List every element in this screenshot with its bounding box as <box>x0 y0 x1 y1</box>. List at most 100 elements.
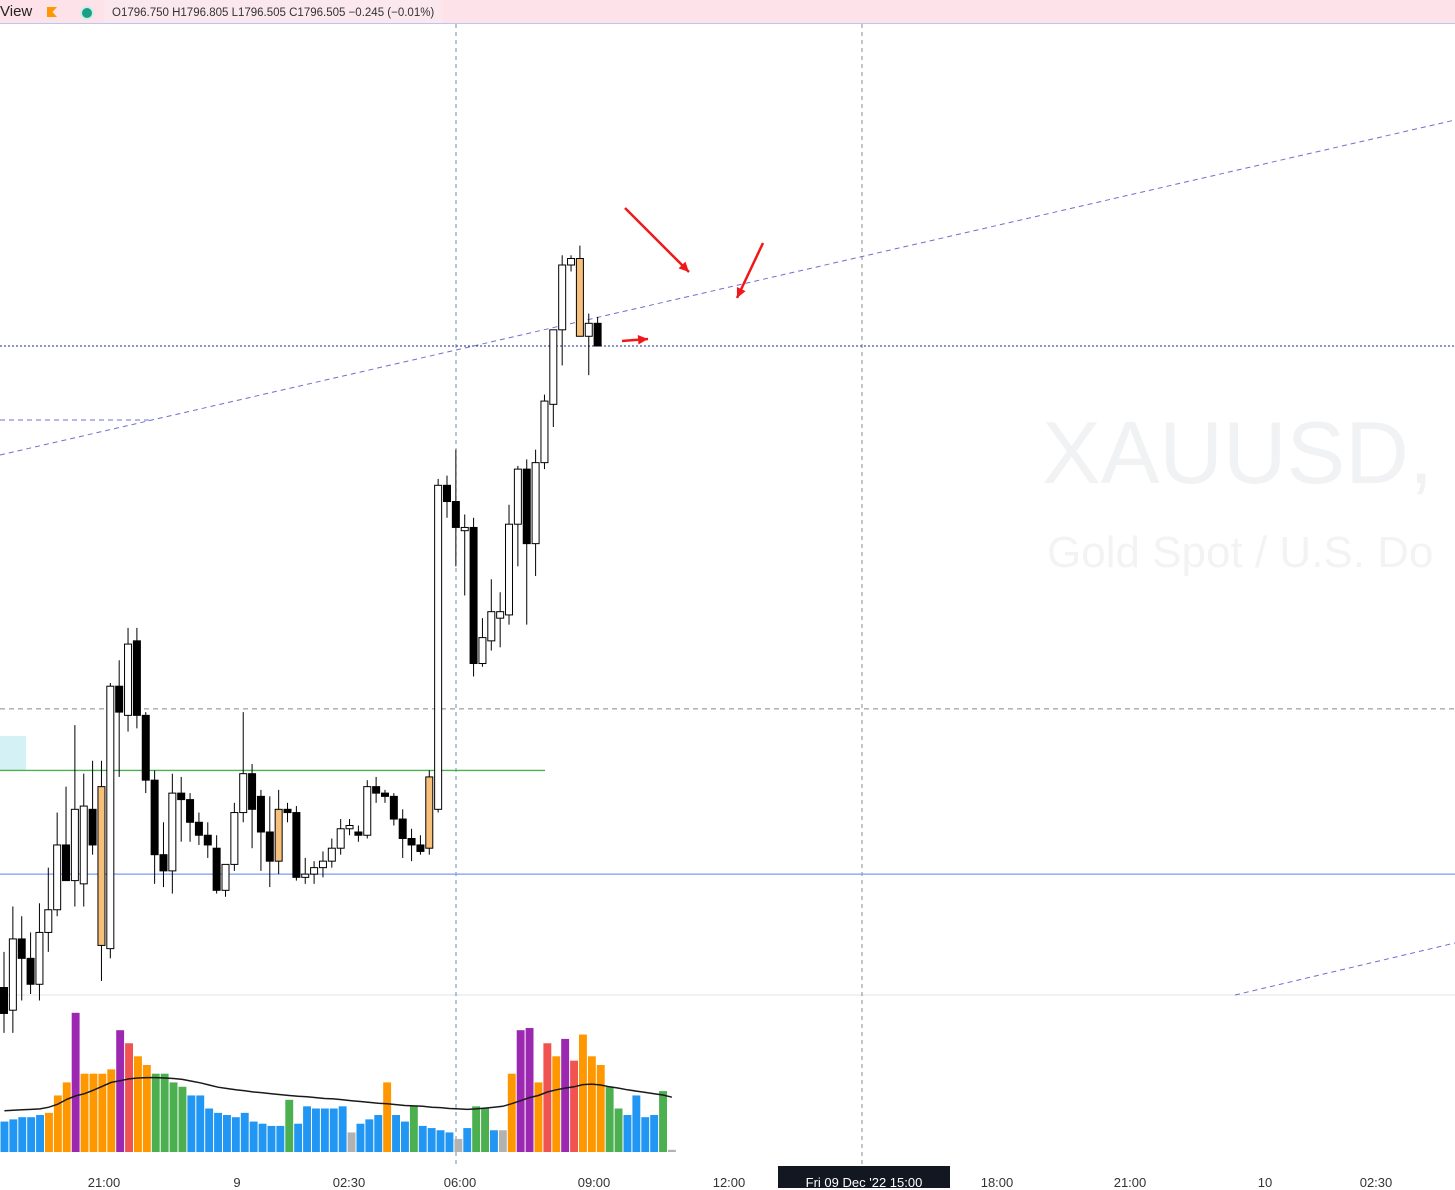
volume-bar <box>534 1082 543 1152</box>
candle <box>549 329 558 405</box>
volume-bar <box>587 1056 596 1152</box>
volume-bar <box>249 1121 258 1152</box>
candle <box>0 987 8 1014</box>
volume-bar <box>490 1130 498 1152</box>
price-chart[interactable] <box>0 24 1455 1165</box>
candle <box>540 400 549 464</box>
volume-bar <box>276 1125 285 1152</box>
volume-bar <box>338 1106 347 1152</box>
annotation-arrowhead <box>637 334 648 345</box>
candle <box>416 844 425 852</box>
candle <box>363 786 372 836</box>
candle <box>584 322 593 337</box>
candle <box>230 812 239 865</box>
watermark-symbol: XAUUSD, <box>1042 403 1434 502</box>
volume-bar <box>579 1034 587 1152</box>
candle <box>522 468 531 545</box>
volume-ma-line <box>4 1076 673 1112</box>
volume-bar <box>169 1082 178 1152</box>
candle <box>478 637 487 665</box>
candle <box>558 264 567 331</box>
time-tick-label: 9 <box>233 1175 241 1190</box>
volume-bar <box>454 1138 463 1152</box>
top-toolbar: View O1796.750 H1796.805 L1796.505 C1796… <box>0 0 1455 24</box>
volume-bar <box>98 1073 107 1152</box>
candle <box>239 773 248 814</box>
candle <box>212 847 221 891</box>
candle <box>336 828 345 849</box>
candle <box>97 786 106 946</box>
candle <box>141 714 150 781</box>
volume-bar <box>356 1123 365 1152</box>
volume-bar <box>187 1095 196 1152</box>
candle <box>62 844 71 882</box>
candle <box>53 844 62 911</box>
volume-bar <box>401 1121 409 1152</box>
volume-bar <box>142 1065 151 1152</box>
volume-bar <box>427 1128 436 1152</box>
annotation-arrowhead <box>678 261 689 272</box>
volume-bar <box>561 1038 570 1152</box>
candle <box>221 863 230 891</box>
time-axis[interactable]: 21:00 9 02:30 06:00 09:00 12:00 18:00 21:00 10 02… <box>0 1165 1455 1190</box>
candle <box>567 258 576 266</box>
candle <box>124 643 133 716</box>
volume-bar <box>45 1112 53 1152</box>
volume-bar <box>472 1106 481 1152</box>
volume-bar <box>312 1108 320 1152</box>
candle <box>425 776 434 849</box>
candle <box>345 825 354 830</box>
volume-bar <box>80 1073 89 1152</box>
annotation-arrow <box>735 242 765 299</box>
volume-bar <box>178 1086 187 1152</box>
candle <box>513 468 522 525</box>
volume-bar <box>258 1123 267 1152</box>
candle <box>186 799 195 823</box>
candle <box>274 808 283 862</box>
time-tick-label: 02:30 <box>332 1175 366 1190</box>
volume-bar <box>436 1130 445 1152</box>
volume-bar <box>160 1073 169 1152</box>
candle <box>292 812 301 878</box>
volume-bar <box>614 1108 623 1152</box>
volume-bar <box>498 1130 507 1152</box>
candle <box>531 462 540 545</box>
candle <box>203 834 212 846</box>
candle <box>451 501 460 528</box>
candle <box>168 792 177 872</box>
volume-bar <box>320 1108 329 1152</box>
candle <box>194 821 203 836</box>
volume-bar <box>53 1095 62 1152</box>
candle <box>79 805 88 885</box>
volume-bar <box>240 1112 249 1152</box>
volume-bar <box>516 1030 525 1152</box>
volume-bar <box>294 1123 303 1152</box>
candle <box>487 611 496 642</box>
volume-bar <box>329 1108 338 1152</box>
time-tick-label: 18:00 <box>980 1175 1014 1190</box>
candle <box>17 938 26 959</box>
volume-bar <box>365 1119 374 1152</box>
volume-bar <box>223 1115 231 1152</box>
volume-bar <box>9 1119 18 1152</box>
volume-bar <box>605 1086 614 1152</box>
volume-bar <box>116 1030 125 1152</box>
time-tick-label: 21:00 <box>1113 1175 1147 1190</box>
flag-icon[interactable] <box>46 6 58 18</box>
volume-bar <box>507 1073 516 1152</box>
view-label[interactable]: View <box>0 3 33 20</box>
candle <box>70 808 79 882</box>
candle <box>310 867 319 875</box>
volume-bar <box>62 1082 71 1152</box>
zone-box <box>0 736 26 771</box>
volume-bar <box>267 1125 276 1152</box>
candle <box>44 909 53 933</box>
candle <box>318 860 327 869</box>
candle <box>593 322 602 347</box>
time-tick-label: 06:00 <box>443 1175 477 1190</box>
volume-bar <box>623 1115 632 1152</box>
candle <box>398 818 407 839</box>
volume-bar <box>107 1069 116 1152</box>
ohlc-legend: O1796.750 H1796.805 L1796.505 C1796.505 … <box>104 0 443 23</box>
candle <box>115 685 124 713</box>
